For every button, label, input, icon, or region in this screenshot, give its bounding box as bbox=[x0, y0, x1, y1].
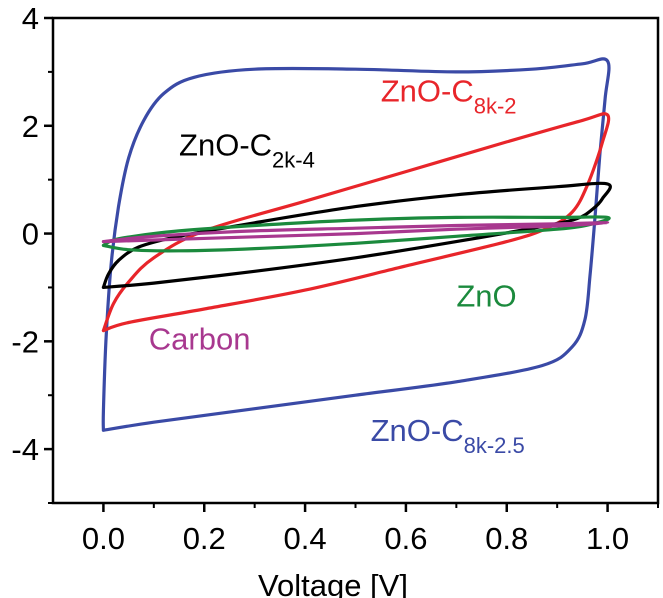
series-label-subscript: 8k-2.5 bbox=[464, 433, 525, 458]
x-axis-title: Voltage [V] bbox=[258, 568, 408, 598]
series-line-zno-c8k-2 bbox=[101, 112, 611, 333]
series-label-zno-c8k-2: ZnO-C8k-2 bbox=[381, 74, 517, 119]
series-label-zno: ZnO bbox=[456, 278, 516, 313]
series-layer bbox=[101, 57, 612, 432]
x-tick-label: 0.4 bbox=[284, 521, 327, 556]
axis-layer: 0.0 0.2 0.4 0.6 0.8 1.0 -4 -2 0 2 4 bbox=[11, 1, 659, 556]
series-label-main: ZnO-C bbox=[371, 413, 464, 448]
series-label-main: ZnO-C bbox=[179, 127, 272, 162]
series-label-carbon: Carbon bbox=[149, 321, 251, 356]
x-tick-label: 0.2 bbox=[183, 521, 226, 556]
series-label-main: Carbon bbox=[149, 321, 251, 356]
x-tick-label: 0.6 bbox=[384, 521, 427, 556]
y-tick-label: 2 bbox=[22, 109, 39, 144]
y-tick-label: -2 bbox=[11, 324, 39, 359]
x-tick-label: 0.0 bbox=[82, 521, 125, 556]
plot-clip-group bbox=[101, 57, 612, 432]
series-line-carbon bbox=[101, 221, 610, 244]
series-label-zno-c2k-4: ZnO-C2k-4 bbox=[179, 127, 315, 172]
series-line-zno bbox=[101, 215, 611, 253]
series-label-main: ZnO bbox=[456, 278, 516, 313]
x-tick-label: 0.8 bbox=[485, 521, 528, 556]
series-line-zno-c2k-4 bbox=[101, 181, 612, 289]
y-tick-label: -4 bbox=[11, 432, 39, 467]
y-tick-label: 4 bbox=[22, 1, 39, 36]
plot-frame bbox=[51, 16, 660, 505]
series-line-zno-c8k-2-5 bbox=[101, 57, 611, 432]
series-label-subscript: 2k-4 bbox=[272, 147, 315, 172]
series-label-main: ZnO-C bbox=[381, 74, 474, 109]
x-tick-label: 1.0 bbox=[586, 521, 629, 556]
series-label-subscript: 8k-2 bbox=[474, 94, 517, 119]
y-tick-label: 0 bbox=[22, 217, 39, 252]
series-label-zno-c8k-2-5: ZnO-C8k-2.5 bbox=[371, 413, 525, 458]
